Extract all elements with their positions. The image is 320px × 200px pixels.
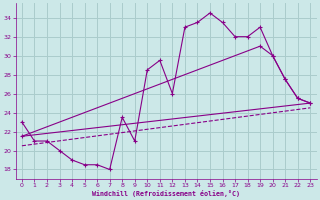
X-axis label: Windchill (Refroidissement éolien,°C): Windchill (Refroidissement éolien,°C) <box>92 190 240 197</box>
